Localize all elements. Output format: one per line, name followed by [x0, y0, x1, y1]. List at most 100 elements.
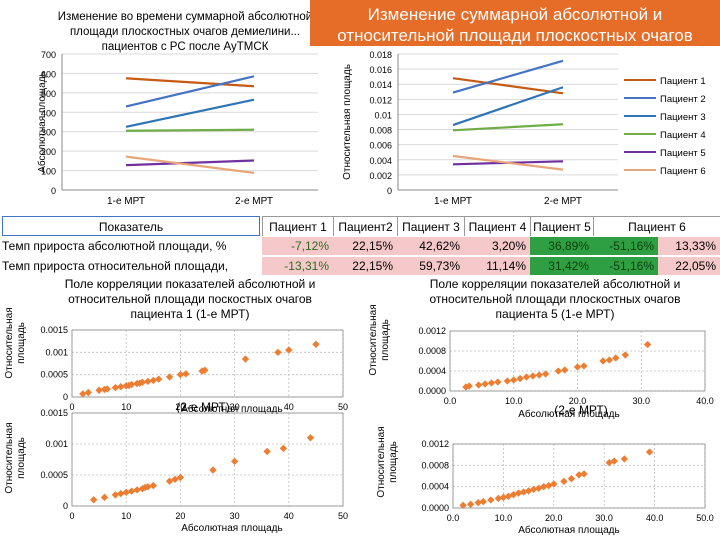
x-tick-label: 40.0	[696, 396, 714, 406]
data-point	[514, 489, 523, 497]
data-point	[117, 489, 125, 498]
data-point	[487, 496, 495, 504]
table-cell: 22,05%	[658, 257, 720, 276]
data-point	[481, 380, 489, 388]
y-axis-label: Относительная	[376, 426, 387, 497]
y-tick-label: 0.012	[369, 95, 392, 105]
data-point	[494, 494, 503, 503]
data-point	[149, 376, 157, 385]
y-axis-label: Относительная	[4, 307, 15, 378]
x-tick-label: 0.0	[444, 396, 457, 406]
legend-label: Пациент 2	[660, 94, 706, 105]
table-cell: -7,12%	[262, 237, 333, 256]
y-tick-label: 0	[51, 186, 56, 196]
data-point	[561, 366, 569, 374]
data-point	[176, 473, 185, 482]
y-tick-label: 0.0004	[421, 482, 449, 492]
data-point	[100, 493, 109, 501]
x-tick-label: 40.0	[646, 513, 664, 523]
data-point	[306, 434, 315, 442]
x-tick-label: 1-е МРТ	[107, 196, 145, 207]
data-point	[138, 378, 147, 386]
series-line-1	[125, 77, 255, 88]
y-tick-label: 0.018	[369, 50, 392, 60]
top-left-chart-title: Изменение во времени суммарной абсолютно…	[40, 10, 330, 55]
data-point	[645, 448, 654, 456]
data-point	[554, 367, 563, 375]
data-point	[165, 373, 174, 381]
y-tick-label: 0.01	[374, 110, 392, 120]
x-tick-label: 30.0	[595, 513, 613, 523]
data-point	[155, 375, 163, 383]
y-tick-label: 0.0012	[418, 326, 446, 336]
x-tick-label: 0.0	[447, 513, 460, 523]
table-cell: -51,16%	[593, 237, 658, 256]
x-tick-label: 2-е МРТ	[544, 196, 582, 207]
data-point	[230, 457, 239, 466]
data-point	[111, 383, 120, 392]
y-tick-label: 0.004	[369, 156, 392, 166]
x-tick-label: 10	[121, 511, 131, 521]
y-tick-label: 0.0005	[40, 470, 68, 480]
data-point	[605, 356, 614, 364]
legend-label: Пациент 6	[660, 166, 706, 177]
growth-rate-table: Показатель Пациент 1 Пациент2 Пациент 3 Паци…	[0, 216, 720, 276]
data-point	[522, 373, 531, 381]
slide-title-banner: Изменение суммарной абсолютной и относит…	[310, 0, 720, 46]
corr-title-line: Поле корреляции показателей абсолютной и	[65, 277, 316, 291]
y-axis-label: Абсолютная площадь	[36, 71, 48, 172]
table-cell: 42,62%	[397, 237, 464, 256]
series-line-1	[452, 77, 564, 95]
data-point	[519, 488, 528, 496]
series-line-6	[125, 155, 255, 174]
title-line: пациентов с РС после АуТМСК	[101, 41, 269, 53]
data-point	[127, 487, 136, 495]
table-cell: 22,15%	[333, 237, 397, 256]
y-tick-label: 0.0008	[418, 346, 446, 356]
table-header-cell: Пациент 3	[397, 216, 464, 236]
table-cell: 11,14%	[464, 257, 530, 276]
data-point	[535, 371, 543, 379]
y-tick-label: 0	[63, 392, 68, 402]
data-point	[209, 466, 217, 474]
plot-frame	[452, 443, 706, 509]
table-row-label: Темп прироста относительной площади,	[2, 259, 229, 273]
table-cell: 13,33%	[658, 237, 720, 256]
y-tick-label: 0	[63, 501, 68, 511]
data-point	[643, 340, 652, 349]
y-tick-label: 0.0008	[421, 460, 449, 470]
x-tick-label: 50	[338, 402, 348, 412]
x-tick-label: 0	[69, 402, 74, 412]
data-point	[176, 370, 185, 379]
x-tick-label: 30	[230, 511, 240, 521]
data-point	[541, 370, 550, 378]
table-header-cell: Показатель	[2, 216, 260, 236]
data-point	[465, 382, 473, 390]
data-point	[540, 482, 548, 491]
data-point	[241, 355, 250, 363]
corr-subtitle: (2-е МРТ)	[176, 400, 229, 414]
y-tick-label: 100	[41, 167, 56, 177]
data-point	[466, 500, 475, 508]
data-point	[201, 366, 209, 374]
x-tick-label: 30	[230, 402, 240, 412]
y-tick-label: 0.006	[369, 141, 392, 151]
title-line: Изменение во времени суммарной абсолютно…	[57, 11, 313, 23]
x-tick-label: 30.0	[632, 396, 650, 406]
data-point	[95, 386, 103, 394]
table-header-cell: Пациент 4	[464, 216, 530, 236]
data-point	[90, 496, 98, 504]
data-point	[620, 455, 629, 463]
y-tick-label: 400	[41, 108, 56, 118]
corr-title-line: пациента 5 (1-е МРТ)	[496, 307, 615, 321]
legend-label: Пациент 5	[660, 148, 706, 159]
table-row-label: Темп прироста абсолютной площади, %	[2, 239, 227, 253]
data-point	[479, 497, 487, 506]
x-axis-label: Абсолютная площадь	[181, 522, 282, 534]
data-point	[499, 493, 508, 502]
data-point	[487, 379, 496, 387]
y-tick-label: 0.0015	[40, 325, 68, 335]
data-point	[621, 351, 629, 359]
y-axis-label: площадь	[388, 441, 399, 483]
